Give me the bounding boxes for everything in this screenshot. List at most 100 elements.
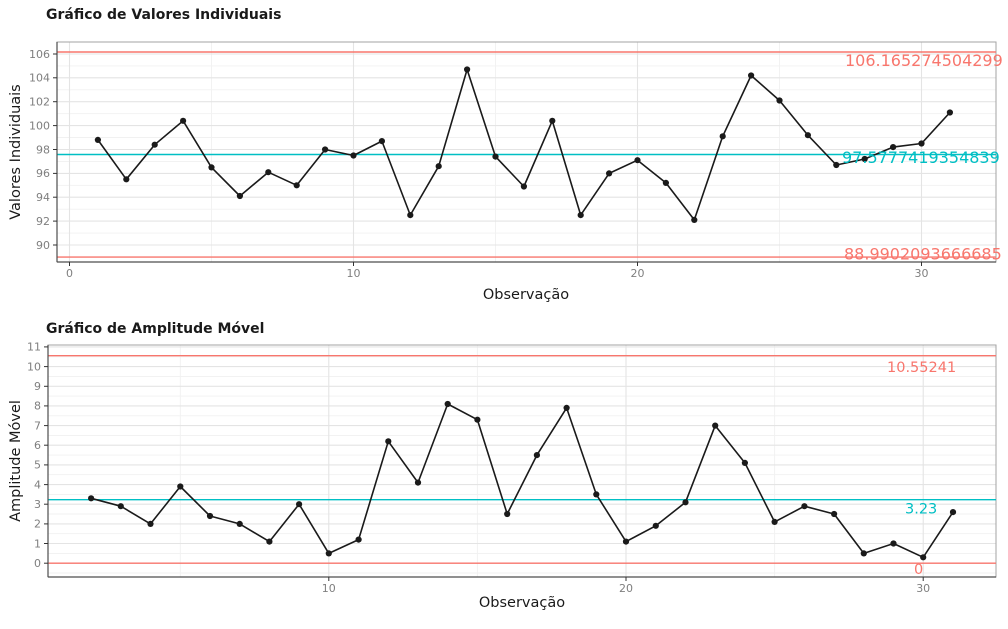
- data-point: [492, 153, 499, 160]
- data-point: [691, 216, 698, 223]
- data-point: [563, 404, 570, 411]
- data-point: [776, 97, 783, 104]
- data-point: [296, 501, 303, 508]
- data-point: [208, 164, 215, 171]
- moving-range-x-axis-title: Observação: [478, 595, 566, 611]
- data-point: [771, 518, 778, 525]
- y-tick-label: 90: [36, 239, 50, 252]
- x-tick-label: 20: [631, 267, 645, 280]
- y-tick-label: 11: [27, 341, 41, 354]
- y-tick-label: 92: [36, 215, 50, 228]
- data-point: [266, 538, 273, 545]
- data-point: [719, 133, 726, 140]
- lcl-label: 0: [914, 562, 923, 578]
- data-point: [652, 522, 659, 529]
- x-tick-label: 10: [322, 582, 336, 595]
- x-tick-label: 30: [915, 267, 929, 280]
- x-tick-label: 20: [619, 582, 633, 595]
- data-point: [385, 438, 392, 445]
- data-point: [464, 66, 471, 73]
- data-point: [804, 132, 812, 139]
- data-point: [236, 192, 243, 200]
- moving-range-chart-title: Gráfico de Amplitude Móvel: [46, 321, 265, 337]
- ucl-label: 10.55241: [887, 360, 956, 376]
- data-point: [549, 117, 556, 124]
- y-tick-label: 104: [29, 72, 50, 85]
- y-tick-label: 10: [27, 360, 41, 373]
- y-tick-label: 94: [36, 191, 50, 204]
- y-tick-label: 4: [34, 478, 41, 491]
- x-tick-label: 30: [916, 582, 930, 595]
- data-point: [890, 144, 897, 151]
- lcl-label: 88.9902093666685: [844, 245, 1002, 264]
- data-point: [801, 503, 808, 510]
- y-tick-label: 3: [34, 498, 41, 511]
- data-point: [741, 459, 749, 466]
- data-point: [748, 72, 755, 79]
- y-tick-label: 96: [36, 167, 50, 180]
- panel-border: [47, 344, 997, 578]
- data-point: [151, 141, 158, 148]
- data-point: [918, 140, 925, 147]
- data-point: [117, 503, 124, 510]
- data-point: [606, 170, 613, 177]
- y-tick-label: 0: [34, 557, 41, 570]
- data-point: [662, 179, 670, 186]
- y-tick-label: 100: [29, 119, 50, 132]
- individuals-chart-canvas: 106.165274504299 97.5777419354839 88.99020…: [29, 41, 1003, 280]
- data-point: [622, 538, 630, 545]
- data-point: [444, 400, 451, 408]
- data-point: [378, 138, 385, 145]
- y-tick-label: 2: [34, 518, 41, 531]
- data-point: [860, 550, 867, 557]
- data-point: [533, 452, 541, 459]
- data-point: [949, 509, 957, 516]
- data-point: [350, 152, 357, 159]
- data-point: [946, 109, 954, 116]
- data-point: [861, 155, 868, 163]
- data-point: [265, 169, 272, 176]
- data-point: [712, 422, 719, 429]
- individuals-chart-title: Gráfico de Valores Individuais: [46, 7, 282, 23]
- data-point: [180, 117, 187, 124]
- data-point: [177, 483, 184, 490]
- cl-label: 3.23: [905, 502, 937, 518]
- data-point: [890, 540, 897, 547]
- series-line: [90, 403, 954, 559]
- data-point: [206, 512, 214, 520]
- y-tick-label: 8: [34, 400, 41, 413]
- y-tick-label: 6: [34, 439, 41, 452]
- y-tick-label: 102: [29, 96, 50, 109]
- y-tick-label: 5: [34, 459, 41, 472]
- y-tick-label: 106: [29, 48, 50, 61]
- data-point: [236, 520, 243, 527]
- data-point: [577, 212, 584, 219]
- data-point: [414, 479, 422, 486]
- y-tick-label: 9: [34, 380, 41, 393]
- data-point: [325, 550, 332, 557]
- data-point: [504, 510, 511, 518]
- x-tick-label: 10: [347, 267, 361, 280]
- data-point: [593, 491, 600, 498]
- data-point: [123, 176, 130, 183]
- data-point: [435, 163, 442, 170]
- data-point: [682, 499, 689, 506]
- data-point: [634, 157, 641, 164]
- data-point: [407, 212, 414, 219]
- data-point: [322, 146, 329, 153]
- data-point: [520, 183, 528, 190]
- x-tick-label: 0: [66, 267, 73, 280]
- data-point: [147, 520, 154, 527]
- data-point: [833, 161, 840, 169]
- data-point: [474, 416, 481, 423]
- y-tick-label: 98: [36, 143, 50, 156]
- data-point: [94, 136, 101, 143]
- data-point: [831, 510, 838, 518]
- cl-label: 97.5777419354839: [842, 148, 1000, 167]
- data-point: [293, 182, 300, 189]
- moving-range-chart-canvas: 10.55241 3.23 0 0 1 2 3 4 5 6 7 8 9 10 11 10 20 30: [27, 341, 997, 595]
- individuals-x-axis-title: Observação: [482, 287, 570, 303]
- data-point: [920, 554, 927, 561]
- y-tick-label: 1: [34, 537, 41, 550]
